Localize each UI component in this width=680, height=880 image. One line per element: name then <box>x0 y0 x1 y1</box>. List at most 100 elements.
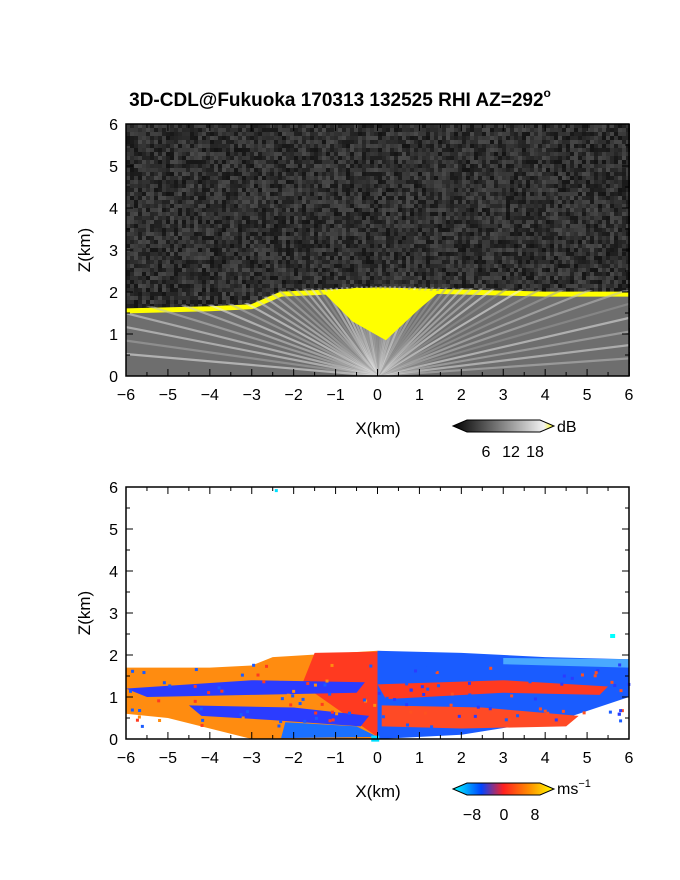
reflectivity-colorbar-tick: 12 <box>502 444 520 461</box>
velocity-speckle <box>328 692 332 696</box>
velocity-speckle <box>619 719 623 723</box>
velocity-speckle <box>618 663 622 667</box>
reflectivity-y-tick-label: 0 <box>109 369 118 386</box>
reflectivity-colorbar-tick: 18 <box>526 444 544 461</box>
reflectivity-x-tick-label: −6 <box>117 387 135 404</box>
velocity-speckle <box>207 674 211 678</box>
reflectivity-beam-ray <box>376 285 629 376</box>
velocity-speckle <box>314 716 318 720</box>
velocity-x-tick-label: −1 <box>326 750 344 767</box>
velocity-speckle <box>561 709 565 713</box>
reflectivity-beam-ray <box>377 334 629 376</box>
velocity-speckle <box>435 671 439 675</box>
velocity-y-tick-label: 4 <box>109 564 118 581</box>
velocity-speckle <box>491 664 495 668</box>
velocity-speckle <box>373 703 377 707</box>
velocity-speckle <box>162 681 166 685</box>
reflectivity-beam-ray <box>376 285 608 376</box>
reflectivity-y-tick-label: 2 <box>109 285 118 302</box>
velocity-speckle <box>130 708 134 712</box>
velocity-speckle <box>531 694 535 698</box>
velocity-speckle <box>576 697 580 701</box>
reflectivity-beam-ray <box>376 285 524 376</box>
velocity-speckle <box>488 707 492 711</box>
reflectivity-x-tick-label: 3 <box>499 387 508 404</box>
velocity-speckle <box>158 718 162 722</box>
velocity-frame <box>125 486 630 740</box>
reflectivity-beam-ray <box>192 285 379 376</box>
reflectivity-beam-ray <box>126 328 378 376</box>
reflectivity-x-tick-label: 6 <box>625 387 634 404</box>
velocity-speckle <box>426 687 430 691</box>
reflectivity-beam-ray <box>376 285 620 376</box>
velocity-speckle <box>610 634 616 638</box>
velocity-band <box>503 657 629 668</box>
velocity-speckle <box>373 695 377 699</box>
velocity-speckle <box>306 682 310 686</box>
reflectivity-beam-ray <box>126 285 378 376</box>
velocity-band <box>281 722 378 739</box>
velocity-speckle <box>362 698 366 702</box>
velocity-speckle <box>570 676 574 680</box>
velocity-speckle <box>437 684 441 688</box>
velocity-speckle <box>256 673 260 677</box>
velocity-speckle <box>252 663 256 667</box>
velocity-x-ticks: −6 −5 −4 −3 −2 −1 0 1 2 3 4 5 6 <box>117 487 634 767</box>
velocity-x-tick-label: −5 <box>159 750 177 767</box>
velocity-band <box>126 680 365 697</box>
reflectivity-beam-ray <box>377 285 629 376</box>
reflectivity-beam-ray <box>376 285 595 376</box>
velocity-speckle <box>262 680 266 684</box>
velocity-colorbar-unit: ms−1 <box>557 778 591 798</box>
velocity-plot-area <box>126 487 631 742</box>
velocity-speckle <box>217 686 221 690</box>
reflectivity-beam-ray <box>206 285 379 376</box>
reflectivity-x-tick-label: 5 <box>583 387 592 404</box>
velocity-speckle <box>450 692 454 696</box>
velocity-speckle <box>136 678 140 682</box>
reflectivity-beam-ray <box>376 285 568 376</box>
reflectivity-beam-ray <box>126 285 379 376</box>
velocity-speckle <box>596 669 600 673</box>
velocity-speckle <box>449 703 453 707</box>
velocity-speckle <box>560 682 564 686</box>
reflectivity-y-tick-label: 6 <box>109 117 118 134</box>
velocity-speckle <box>330 710 334 714</box>
reflectivity-beam-ray <box>178 285 379 376</box>
velocity-speckle <box>278 677 282 681</box>
velocity-speckle <box>294 699 298 703</box>
velocity-speckle <box>330 663 334 667</box>
velocity-speckle <box>193 699 197 703</box>
reflectivity-beam-ray <box>376 285 629 376</box>
velocity-speckle <box>365 679 369 683</box>
velocity-y-tick-label: 2 <box>109 648 118 665</box>
velocity-speckle <box>494 696 498 700</box>
velocity-speckle <box>594 671 598 675</box>
velocity-speckle <box>280 697 284 701</box>
reflectivity-y-label: Z(km) <box>75 228 94 272</box>
velocity-speckle <box>593 674 597 678</box>
velocity-speckle <box>608 710 612 714</box>
velocity-speckle <box>135 718 139 722</box>
reflectivity-beam-ray <box>151 285 379 376</box>
velocity-speckle <box>562 674 566 678</box>
velocity-speckle <box>137 715 141 719</box>
velocity-speckle <box>274 489 278 493</box>
reflectivity-x-label: X(km) <box>355 419 400 438</box>
velocity-speckle <box>423 711 427 715</box>
velocity-speckle <box>369 664 373 668</box>
reflectivity-beam-ray <box>377 351 629 376</box>
velocity-speckle <box>510 694 514 698</box>
velocity-y-tick-label: 1 <box>109 690 118 707</box>
velocity-speckle <box>335 712 339 716</box>
velocity-speckle <box>554 718 558 722</box>
velocity-speckle <box>468 681 472 685</box>
reflectivity-beam-ray <box>376 285 582 376</box>
reflectivity-beam-ray <box>377 300 629 376</box>
velocity-speckle <box>580 673 584 677</box>
velocity-speckle <box>377 691 381 695</box>
velocity-speckle <box>381 715 385 719</box>
velocity-speckle <box>409 688 413 692</box>
